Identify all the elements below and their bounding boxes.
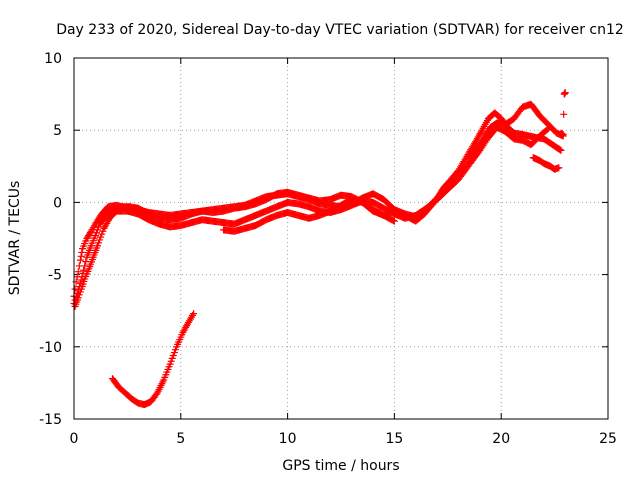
axis-ticks: 0 5 10 15 20 25 -15 -10 -5 0 5 10 xyxy=(39,51,617,447)
data-point xyxy=(543,126,551,134)
y-tick-label: -10 xyxy=(39,340,62,356)
x-axis-label: GPS time / hours xyxy=(282,458,399,474)
data-point xyxy=(77,252,85,260)
grid-lines xyxy=(74,58,608,419)
series-track-d xyxy=(220,196,398,235)
data-point xyxy=(390,217,398,225)
data-point xyxy=(556,146,564,154)
x-tick-label: 5 xyxy=(176,431,185,447)
series-track-g xyxy=(557,89,569,139)
x-tick-label: 20 xyxy=(492,431,510,447)
data-point xyxy=(558,130,566,138)
series-track-f xyxy=(529,154,563,173)
data-point xyxy=(561,89,569,97)
data-point xyxy=(74,268,82,276)
data-point xyxy=(190,310,198,318)
x-tick-label: 15 xyxy=(385,431,403,447)
y-axis-label: SDTVAR / TECUs xyxy=(7,181,23,296)
y-tick-label: 10 xyxy=(44,51,62,67)
data-point xyxy=(477,128,485,136)
y-tick-label: 0 xyxy=(53,195,62,211)
data-point xyxy=(559,131,567,139)
data-point xyxy=(76,256,84,264)
series-track-e xyxy=(108,310,198,409)
data-point xyxy=(71,285,79,293)
data-point xyxy=(80,266,88,274)
x-tick-label: 25 xyxy=(599,431,617,447)
data-point xyxy=(78,248,86,256)
chart-title: Day 233 of 2020, Sidereal Day-to-day VTE… xyxy=(56,22,624,38)
plot-frame xyxy=(73,57,609,420)
data-point xyxy=(560,110,568,118)
data-points xyxy=(70,89,569,409)
x-tick-label: 0 xyxy=(70,431,79,447)
series-track-c xyxy=(71,123,552,310)
y-tick-label: -15 xyxy=(39,412,62,428)
data-point xyxy=(555,164,563,172)
data-point xyxy=(544,125,552,133)
y-tick-label: 5 xyxy=(53,123,62,139)
x-tick-label: 10 xyxy=(279,431,297,447)
y-tick-label: -5 xyxy=(48,268,62,284)
data-point xyxy=(557,146,565,154)
